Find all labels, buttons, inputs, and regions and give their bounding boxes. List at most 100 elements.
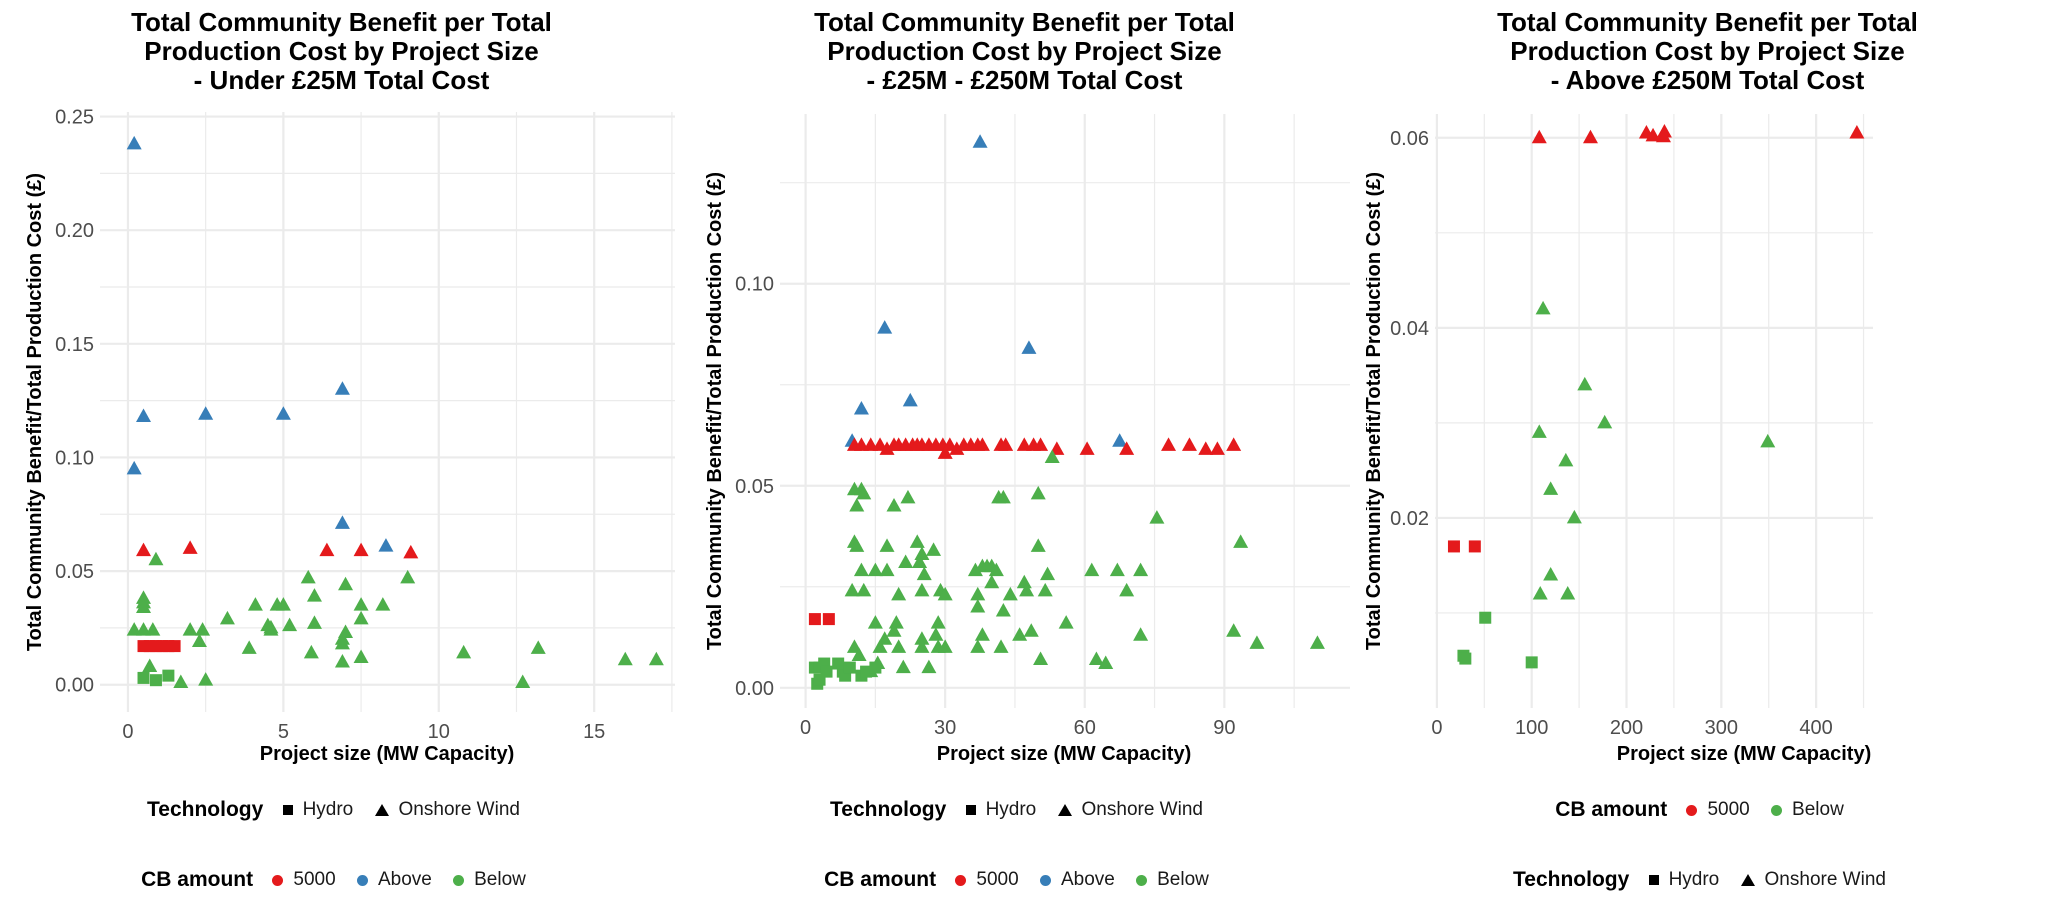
y-tick-label: 0.05 bbox=[735, 476, 774, 498]
onshore-wind-point-5000 bbox=[319, 542, 335, 557]
onshore-wind-point-5000 bbox=[1226, 437, 1242, 451]
onshore-wind-point-below bbox=[995, 489, 1011, 504]
onshore-wind-point-5000 bbox=[1198, 441, 1214, 455]
x-tick-label: 5 bbox=[278, 721, 289, 743]
onshore-wind-point-below bbox=[891, 639, 907, 653]
onshore-wind-point-5000 bbox=[1849, 125, 1865, 139]
onshore-wind-point-below bbox=[338, 576, 354, 591]
legend-item-hydro: Hydro bbox=[985, 799, 1037, 820]
onshore-wind-point-below bbox=[148, 551, 164, 566]
triangle-icon bbox=[1057, 804, 1072, 816]
onshore-wind-point-below bbox=[617, 651, 633, 666]
x-tick-label: 0 bbox=[122, 721, 133, 743]
legend-item-below: Below bbox=[474, 869, 526, 890]
x-axis-title: Project size (MW Capacity) bbox=[937, 743, 1192, 765]
onshore-wind-point-below bbox=[849, 497, 865, 512]
onshore-wind-point-5000 bbox=[974, 437, 990, 451]
onshore-wind-point-below bbox=[967, 562, 983, 577]
legend-technology: Technology Hydro Onshore Wind bbox=[0, 798, 683, 822]
legend-item-below: Below bbox=[1157, 869, 1209, 890]
onshore-wind-point-below bbox=[1597, 414, 1613, 429]
legend-technology: Technology Hydro Onshore Wind bbox=[1366, 868, 2048, 892]
y-tick-label: 0.15 bbox=[55, 334, 94, 356]
onshore-wind-point-above bbox=[126, 135, 142, 150]
y-tick-label: 0.02 bbox=[1390, 508, 1429, 530]
chart-title: Total Community Benefit per Total Produc… bbox=[0, 8, 683, 95]
onshore-wind-point-below bbox=[1249, 635, 1265, 649]
onshore-wind-point-below bbox=[921, 659, 937, 674]
onshore-wind-point-below bbox=[303, 644, 319, 659]
onshore-wind-point-below bbox=[1535, 300, 1551, 315]
y-tick-label: 0.20 bbox=[55, 220, 94, 242]
legend-item-5000: 5000 bbox=[976, 869, 1019, 890]
onshore-wind-point-below bbox=[879, 538, 895, 552]
onshore-wind-point-below bbox=[914, 546, 930, 560]
onshore-wind-point-5000 bbox=[1531, 129, 1547, 144]
chart-title-line: Production Cost by Project Size bbox=[144, 36, 539, 66]
onshore-wind-point-below bbox=[909, 534, 925, 548]
y-tick-label: 0.10 bbox=[735, 274, 774, 296]
hydro-point-below bbox=[149, 674, 162, 687]
onshore-wind-point-below bbox=[928, 627, 944, 641]
x-axis-title: Project size (MW Capacity) bbox=[1617, 743, 1872, 765]
legend-title: Technology bbox=[1513, 868, 1630, 891]
onshore-wind-point-below bbox=[648, 651, 664, 666]
scatter-plot: 0 5 10 15 0.00 0.05 0.10 0.15 0.20 0.25 Project s… bbox=[24, 107, 675, 765]
onshore-wind-point-below bbox=[219, 610, 235, 625]
x-axis-title: Project size (MW Capacity) bbox=[260, 743, 515, 765]
onshore-wind-point-below bbox=[195, 622, 211, 636]
legend-item-hydro: Hydro bbox=[302, 799, 354, 820]
onshore-wind-point-above bbox=[126, 460, 142, 475]
onshore-wind-point-below bbox=[914, 582, 930, 597]
onshore-wind-point-below bbox=[198, 672, 214, 686]
onshore-wind-point-below bbox=[879, 562, 895, 577]
legend-item-above: Above bbox=[377, 869, 432, 890]
onshore-wind-point-above bbox=[1112, 433, 1128, 447]
y-tick-label: 0.05 bbox=[55, 561, 94, 583]
onshore-wind-point-below bbox=[353, 649, 369, 663]
legend-item-onshore-wind: Onshore Wind bbox=[398, 799, 520, 820]
chart-title-line: Production Cost by Project Size bbox=[827, 36, 1222, 66]
onshore-wind-point-below bbox=[1119, 582, 1135, 597]
x-tick-label: 300 bbox=[1705, 717, 1738, 739]
blue-dot-icon bbox=[356, 874, 368, 886]
onshore-wind-point-below bbox=[136, 599, 152, 613]
onshore-wind-point-below bbox=[849, 538, 865, 552]
chart-title-line: Total Community Benefit per Total bbox=[1497, 7, 1918, 37]
onshore-wind-point-below bbox=[142, 658, 158, 673]
onshore-wind-point-above bbox=[334, 515, 350, 529]
onshore-wind-point-above bbox=[198, 406, 214, 420]
onshore-wind-point-below bbox=[1040, 566, 1056, 581]
legend-cb-amount: CB amount 5000 Above Below bbox=[683, 868, 1366, 892]
onshore-wind-point-below bbox=[306, 588, 322, 602]
onshore-wind-point-below bbox=[1019, 582, 1035, 597]
onshore-wind-point-below bbox=[145, 622, 161, 636]
red-dot-icon bbox=[955, 874, 967, 886]
onshore-wind-point-below bbox=[914, 639, 930, 653]
hydro-point-5000 bbox=[808, 613, 821, 626]
x-tick-label: 0 bbox=[800, 717, 811, 739]
onshore-wind-point-below bbox=[1033, 651, 1049, 666]
legend-title: CB amount bbox=[141, 868, 254, 891]
onshore-wind-point-5000 bbox=[1582, 129, 1598, 144]
onshore-wind-point-below bbox=[1023, 623, 1039, 637]
hydro-point-below bbox=[1459, 652, 1472, 665]
onshore-wind-point-above bbox=[972, 134, 988, 148]
chart-title: Total Community Benefit per Total Produc… bbox=[683, 8, 1366, 95]
onshore-wind-point-below bbox=[400, 569, 416, 584]
onshore-wind-point-below bbox=[886, 623, 902, 637]
onshore-wind-point-5000 bbox=[998, 437, 1014, 451]
onshore-wind-point-5000 bbox=[937, 445, 953, 459]
onshore-wind-point-below bbox=[1088, 651, 1104, 666]
onshore-wind-point-below bbox=[995, 603, 1011, 617]
legend-title: Technology bbox=[830, 798, 947, 821]
chart-title-line: Production Cost by Project Size bbox=[1510, 36, 1905, 66]
onshore-wind-point-below bbox=[241, 640, 257, 654]
x-tick-label: 15 bbox=[583, 721, 605, 743]
onshore-wind-point-below bbox=[334, 654, 350, 668]
onshore-wind-point-below bbox=[1058, 615, 1074, 629]
onshore-wind-point-above bbox=[877, 320, 893, 334]
x-tick-label: 10 bbox=[428, 721, 450, 743]
onshore-wind-point-below bbox=[1543, 481, 1559, 495]
y-axis-title: Total Community Benefit/Total Production… bbox=[1366, 172, 1385, 650]
